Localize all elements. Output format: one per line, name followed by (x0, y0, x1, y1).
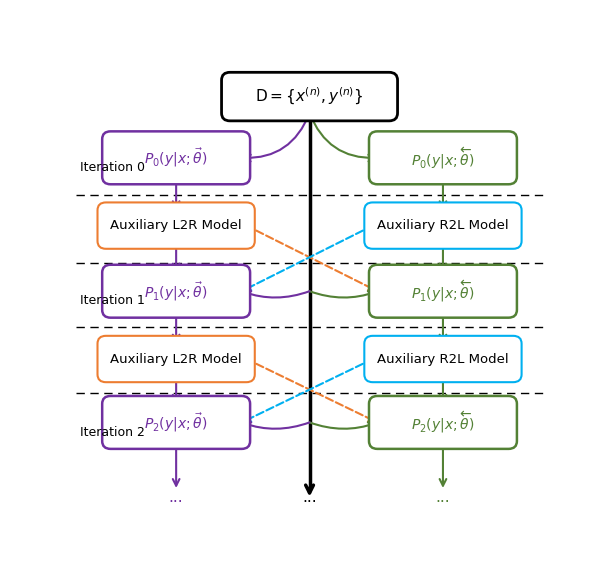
Text: $P_0(y|x;\overleftarrow{\theta})$: $P_0(y|x;\overleftarrow{\theta})$ (411, 145, 475, 171)
Text: Iteration 1: Iteration 1 (80, 294, 145, 307)
Text: Iteration 0: Iteration 0 (80, 161, 145, 174)
Text: $P_2(y|x;\vec{\theta})$: $P_2(y|x;\vec{\theta})$ (144, 411, 208, 434)
FancyBboxPatch shape (102, 265, 250, 318)
FancyBboxPatch shape (369, 396, 517, 449)
FancyBboxPatch shape (369, 131, 517, 184)
Text: Auxiliary R2L Model: Auxiliary R2L Model (377, 219, 509, 232)
Text: ...: ... (169, 490, 184, 505)
FancyBboxPatch shape (97, 202, 255, 249)
Text: $\mathrm{D} = \{x^{(n)},y^{(n)}\}$: $\mathrm{D} = \{x^{(n)},y^{(n)}\}$ (255, 86, 364, 107)
FancyBboxPatch shape (102, 131, 250, 184)
Text: $P_1(y|x;\vec{\theta})$: $P_1(y|x;\vec{\theta})$ (144, 280, 208, 303)
Text: $P_1(y|x;\overleftarrow{\theta})$: $P_1(y|x;\overleftarrow{\theta})$ (411, 278, 475, 304)
Text: ...: ... (435, 490, 450, 505)
FancyBboxPatch shape (222, 72, 397, 121)
FancyBboxPatch shape (364, 202, 522, 249)
Text: Auxiliary L2R Model: Auxiliary L2R Model (111, 353, 242, 365)
Text: $P_2(y|x;\overleftarrow{\theta})$: $P_2(y|x;\overleftarrow{\theta})$ (411, 410, 475, 435)
Text: Auxiliary R2L Model: Auxiliary R2L Model (377, 353, 509, 365)
FancyBboxPatch shape (369, 265, 517, 318)
Text: ...: ... (302, 490, 317, 505)
Text: Iteration 2: Iteration 2 (80, 425, 145, 438)
FancyBboxPatch shape (97, 336, 255, 382)
FancyBboxPatch shape (364, 336, 522, 382)
FancyBboxPatch shape (102, 396, 250, 449)
Text: Auxiliary L2R Model: Auxiliary L2R Model (111, 219, 242, 232)
Text: $P_0(y|x;\vec{\theta})$: $P_0(y|x;\vec{\theta})$ (144, 147, 208, 169)
